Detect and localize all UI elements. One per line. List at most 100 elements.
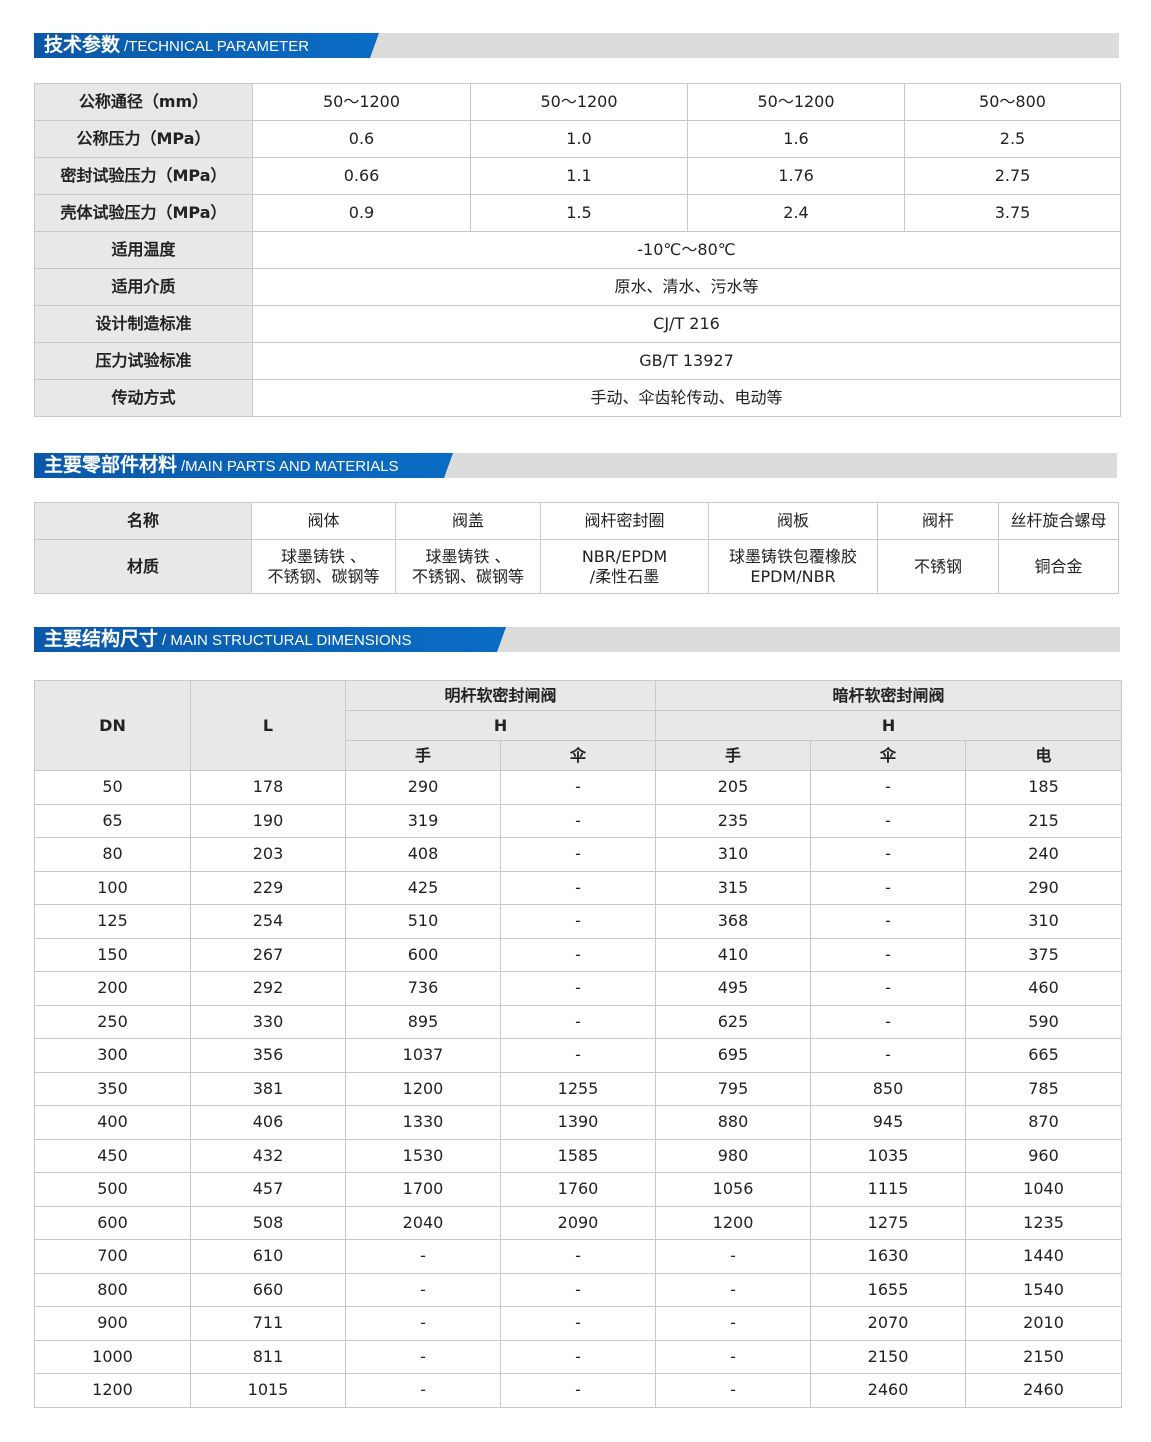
table-row: 公称通径（mm） 50～1200 50～1200 50～1200 50～800 <box>34 83 1121 121</box>
value-cell: 手动、伞齿轮传动、电动等 <box>252 379 1121 417</box>
value-cell: 203 <box>190 837 346 872</box>
value-cell: 850 <box>810 1071 967 1106</box>
value-cell: 1585 <box>499 1138 657 1173</box>
value-cell: 695 <box>655 1038 812 1073</box>
value-cell: 2010 <box>965 1306 1123 1341</box>
value-cell: 2150 <box>810 1339 967 1374</box>
value-cell: - <box>810 1004 967 1039</box>
value-cell: - <box>655 1272 812 1307</box>
table-row: 名称 阀体 阀盖 阀杆密封圈 阀板 阀杆 丝杆旋合螺母 <box>34 502 1119 540</box>
material-line: 不锈钢、碳钢等 <box>267 566 380 586</box>
value-cell: - <box>499 1004 657 1039</box>
table-row: 600 508 2040 2090 1200 1275 1235 <box>34 1205 1123 1240</box>
sub-header: 电 <box>965 740 1123 771</box>
table-row: 200 292 736-495-460 <box>34 971 1123 1006</box>
section-header-parts: 主要零部件材料/MAIN PARTS AND MATERIALS <box>34 453 1117 478</box>
value-cell: 960 <box>965 1138 1123 1173</box>
table-row: 传动方式 手动、伞齿轮传动、电动等 <box>34 379 1121 417</box>
name-label: 名称 <box>34 502 252 540</box>
value-cell: 457 <box>190 1172 346 1207</box>
table-row: 50 178 290-205-185 <box>34 770 1123 805</box>
table-row: 设计制造标准 CJ/T 216 <box>34 305 1121 343</box>
value-cell: - <box>810 837 967 872</box>
value-cell: 290 <box>345 770 501 805</box>
part-name: 丝杆旋合螺母 <box>998 502 1119 540</box>
value-cell: 508 <box>190 1205 346 1240</box>
table-row: 500 457 1700 1760 1056 1115 1040 <box>34 1172 1123 1207</box>
value-cell: 3.75 <box>904 194 1121 232</box>
value-cell: - <box>810 870 967 905</box>
value-cell: 495 <box>655 971 812 1006</box>
value-cell: 2.5 <box>904 120 1121 158</box>
dn-header: DN <box>34 680 191 771</box>
value-cell: 400 <box>34 1105 191 1140</box>
value-cell: -10℃～80℃ <box>252 231 1121 269</box>
part-name: 阀体 <box>251 502 396 540</box>
material-line: 不锈钢 <box>913 556 962 576</box>
value-cell: 510 <box>345 904 501 939</box>
material-line: EPDM/NBR <box>750 566 836 586</box>
material-line: 球墨铸铁 、 <box>425 546 511 566</box>
material-line: 铜合金 <box>1034 556 1083 576</box>
value-cell: 80 <box>34 837 191 872</box>
table-row: 900 711- - -2070 2010 <box>34 1306 1123 1341</box>
value-cell: - <box>345 1239 501 1274</box>
value-cell: 1.0 <box>470 120 688 158</box>
value-cell: 1056 <box>655 1172 812 1207</box>
value-cell: 250 <box>34 1004 191 1039</box>
sub-header: 手 <box>345 740 501 771</box>
table-row: 壳体试验压力（MPa） 0.9 1.5 2.4 3.75 <box>34 194 1121 232</box>
value-cell: 215 <box>965 803 1123 838</box>
value-cell: 895 <box>345 1004 501 1039</box>
material-label: 材质 <box>34 539 252 594</box>
section-header-technical: 技术参数/TECHNICAL PARAMETER <box>34 33 1119 58</box>
part-name: 阀杆密封圈 <box>540 502 709 540</box>
value-cell: 590 <box>965 1004 1123 1039</box>
value-cell: 1255 <box>499 1071 657 1106</box>
value-cell: 0.6 <box>252 120 471 158</box>
row-label: 压力试验标准 <box>34 342 253 380</box>
value-cell: 1035 <box>810 1138 967 1173</box>
value-cell: - <box>810 937 967 972</box>
value-cell: 2460 <box>965 1373 1123 1408</box>
value-cell: - <box>810 1038 967 1073</box>
value-cell: 700 <box>34 1239 191 1274</box>
value-cell: 原水、清水、污水等 <box>252 268 1121 306</box>
row-label: 设计制造标准 <box>34 305 253 343</box>
value-cell: 310 <box>965 904 1123 939</box>
value-cell: 1700 <box>345 1172 501 1207</box>
value-cell: - <box>655 1306 812 1341</box>
value-cell: 736 <box>345 971 501 1006</box>
table-row: 150 267 600-410-375 <box>34 937 1123 972</box>
value-cell: 1390 <box>499 1105 657 1140</box>
value-cell: 100 <box>34 870 191 905</box>
value-cell: 50 <box>34 770 191 805</box>
value-cell: 1540 <box>965 1272 1123 1307</box>
value-cell: 2.4 <box>687 194 905 232</box>
value-cell: - <box>499 870 657 905</box>
part-material: 球墨铸铁包覆橡胶 EPDM/NBR <box>708 539 878 594</box>
value-cell: 235 <box>655 803 812 838</box>
value-cell: 870 <box>965 1105 1123 1140</box>
table-row: 250 330 895-625-590 <box>34 1004 1123 1039</box>
section-header-dimensions: 主要结构尺寸 / MAIN STRUCTURAL DIMENSIONS <box>34 627 1120 652</box>
part-material: 不锈钢 <box>877 539 999 594</box>
row-label: 公称压力（MPa） <box>34 120 253 158</box>
value-cell: 240 <box>965 837 1123 872</box>
value-cell: 1015 <box>190 1373 346 1408</box>
value-cell: - <box>499 1239 657 1274</box>
value-cell: 50～1200 <box>252 83 471 121</box>
value-cell: 410 <box>655 937 812 972</box>
value-cell: 425 <box>345 870 501 905</box>
value-cell: 1630 <box>810 1239 967 1274</box>
value-cell: 290 <box>965 870 1123 905</box>
value-cell: 150 <box>34 937 191 972</box>
l-header: L <box>190 680 346 771</box>
value-cell: 1530 <box>345 1138 501 1173</box>
value-cell: 1330 <box>345 1105 501 1140</box>
value-cell: - <box>345 1373 501 1408</box>
material-line: 球墨铸铁包覆橡胶 <box>728 546 857 566</box>
value-cell: 254 <box>190 904 346 939</box>
technical-parameter-table: 公称通径（mm） 50～1200 50～1200 50～1200 50～800 公称压力（… <box>34 83 1121 417</box>
section-subtitle: / MAIN STRUCTURAL DIMENSIONS <box>162 632 412 649</box>
